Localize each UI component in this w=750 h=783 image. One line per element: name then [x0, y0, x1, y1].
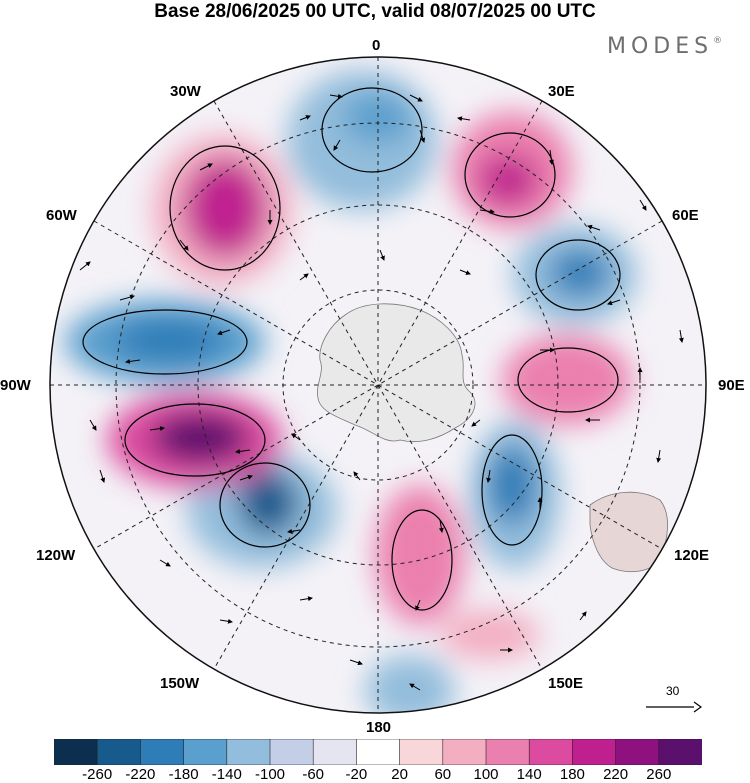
colorbar-tick-label: 60 — [434, 766, 452, 783]
label-lon-60w: 60W — [46, 207, 77, 224]
brand-registered-mark: ® — [713, 36, 723, 46]
colorbar-tick-label: -180 — [168, 766, 199, 783]
colorbar-tick-label: -220 — [125, 766, 156, 783]
colorbar-swatch — [399, 739, 444, 765]
anomaly-neg-150e — [365, 655, 455, 713]
colorbar-tick-label: 220 — [603, 766, 629, 783]
label-lon-150w: 150W — [160, 675, 200, 692]
label-lon-30e: 30E — [548, 83, 575, 100]
anomaly-pos-90e — [502, 335, 632, 425]
wind-vectors — [79, 93, 684, 691]
colorbar-swatch — [485, 739, 531, 765]
anomaly-neg-0-core — [343, 93, 413, 143]
colorbar-swatch — [226, 739, 271, 765]
colorbar-swatch — [54, 739, 99, 765]
colorbar — [54, 739, 702, 765]
colorbar-swatch — [528, 739, 574, 765]
colorbar-swatch — [658, 739, 702, 765]
anomaly-pos-30w-core — [183, 158, 267, 258]
reference-vector-arrow — [646, 701, 702, 713]
anomaly-pos-180 — [440, 610, 540, 660]
brand-logo: MODES® — [607, 34, 722, 59]
colorbar-swatch — [312, 739, 358, 765]
colorbar-tick-label: 20 — [391, 766, 408, 783]
anomaly-neg-80w-core — [115, 318, 225, 362]
colorbar-tick-label: 260 — [646, 766, 672, 783]
label-lon-30w: 30W — [170, 83, 201, 100]
colorbar-tick-label: 140 — [516, 766, 542, 783]
anomaly-neg-120e-core — [487, 445, 537, 525]
label-lon-60e: 60E — [672, 207, 699, 224]
colorbar-swatch — [140, 739, 185, 765]
map-title: Base 28/06/2025 00 UTC, valid 08/07/2025… — [154, 1, 596, 22]
anomaly-field — [65, 70, 637, 713]
circulation-streamlines — [82, 87, 621, 611]
colorbar-swatch — [442, 739, 487, 765]
colorbar-swatch — [356, 739, 401, 765]
colorbar-swatch — [572, 739, 617, 765]
label-lon-180: 180 — [366, 719, 392, 736]
colorbar-tick-label: -20 — [345, 766, 368, 783]
colorbar-tick-label: -60 — [302, 766, 325, 783]
label-lon-120e: 120E — [674, 547, 710, 564]
colorbar-swatch — [269, 739, 315, 765]
reference-vector-label: 30 — [666, 684, 680, 698]
antarctica-landmass — [317, 303, 476, 443]
anomaly-pos-105w-core — [152, 413, 248, 463]
colorbar-swatch — [96, 739, 142, 765]
label-lon-150e: 150E — [548, 675, 584, 692]
map-disc — [50, 57, 706, 713]
anomaly-neg-60e-core — [550, 249, 610, 297]
label-lon-90w: 90W — [0, 377, 31, 394]
anomaly-neg-140w-core — [238, 471, 298, 535]
colorbar-tick-label: -100 — [254, 766, 286, 783]
brand-name: MODES — [607, 34, 714, 59]
colorbar-swatch — [615, 739, 660, 765]
meridian-lines — [50, 57, 706, 713]
label-lon-0: 0 — [372, 37, 381, 54]
anomaly-pos-30e-core — [478, 154, 538, 206]
colorbar-swatch — [183, 739, 228, 765]
colorbar-tick-label: -260 — [82, 766, 113, 783]
colorbar-tick-label: 180 — [559, 766, 585, 783]
colorbar-tick-label: -140 — [211, 766, 242, 783]
label-lon-90e: 90E — [718, 377, 745, 394]
map-border — [49, 56, 707, 714]
colorbar-tick-label: 100 — [473, 766, 499, 783]
label-lon-120w: 120W — [36, 547, 76, 564]
